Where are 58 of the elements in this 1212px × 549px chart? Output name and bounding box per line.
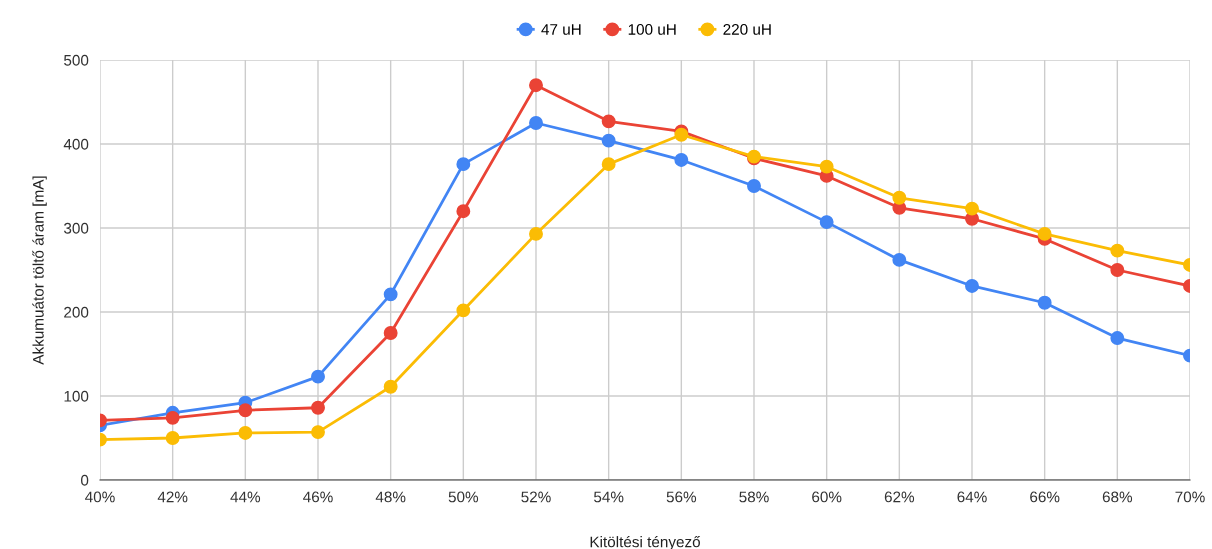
point	[238, 403, 253, 418]
point	[601, 157, 616, 172]
x-tick-label: 44%	[230, 491, 261, 503]
legend-label: 100 uH	[628, 24, 676, 35]
x-tick-label: 58%	[739, 491, 769, 503]
point	[311, 369, 325, 384]
point	[383, 287, 398, 302]
point	[529, 116, 543, 130]
x-tick-label: 60%	[812, 491, 842, 503]
point	[456, 204, 471, 219]
y-tick-label: 0	[80, 474, 89, 486]
y-axis-title: Akkumuátor töltő áram [mA]	[32, 176, 47, 365]
point	[529, 78, 543, 93]
x-tick-label: 64%	[957, 491, 987, 503]
x-tick-label: 70%	[1175, 491, 1205, 503]
point	[674, 153, 689, 167]
y-tick-label: 200	[64, 306, 89, 318]
point	[601, 114, 616, 129]
point	[965, 279, 979, 293]
legend-label: 220 uH	[723, 24, 771, 35]
point	[456, 303, 471, 318]
point	[1110, 243, 1125, 258]
point	[383, 326, 398, 340]
y-tick-label: 500	[64, 54, 89, 66]
x-tick-label: 56%	[666, 491, 697, 503]
x-tick-label: 46%	[303, 491, 333, 503]
point	[1037, 226, 1052, 241]
x-tick-label: 66%	[1030, 491, 1060, 503]
point	[383, 379, 398, 394]
legend-label: 47 uH	[541, 24, 581, 35]
point	[747, 179, 761, 193]
point	[456, 157, 471, 172]
point	[1110, 331, 1125, 345]
x-tick-label: 62%	[884, 491, 915, 503]
y-tick-label: 300	[63, 222, 89, 234]
point	[892, 252, 907, 267]
point	[819, 159, 834, 174]
point	[819, 215, 834, 230]
point	[1037, 295, 1052, 310]
point	[311, 400, 325, 415]
y-tick-label: 100	[64, 390, 89, 402]
x-tick-label: 52%	[521, 491, 551, 503]
point	[601, 133, 616, 148]
point	[892, 190, 907, 205]
point	[165, 431, 180, 445]
x-tick-label: 42%	[157, 491, 188, 503]
x-tick-label: 68%	[1102, 491, 1133, 503]
point	[529, 226, 543, 241]
y-tick-label: 400	[63, 138, 89, 150]
point	[165, 410, 180, 425]
x-tick-label: 54%	[593, 491, 624, 503]
point	[1110, 263, 1125, 277]
point	[965, 201, 979, 216]
x-tick-label: 48%	[375, 491, 406, 503]
point	[311, 425, 325, 440]
x-tick-label: 40%	[85, 491, 115, 503]
x-tick-label: 50%	[448, 491, 479, 503]
point	[238, 426, 253, 440]
